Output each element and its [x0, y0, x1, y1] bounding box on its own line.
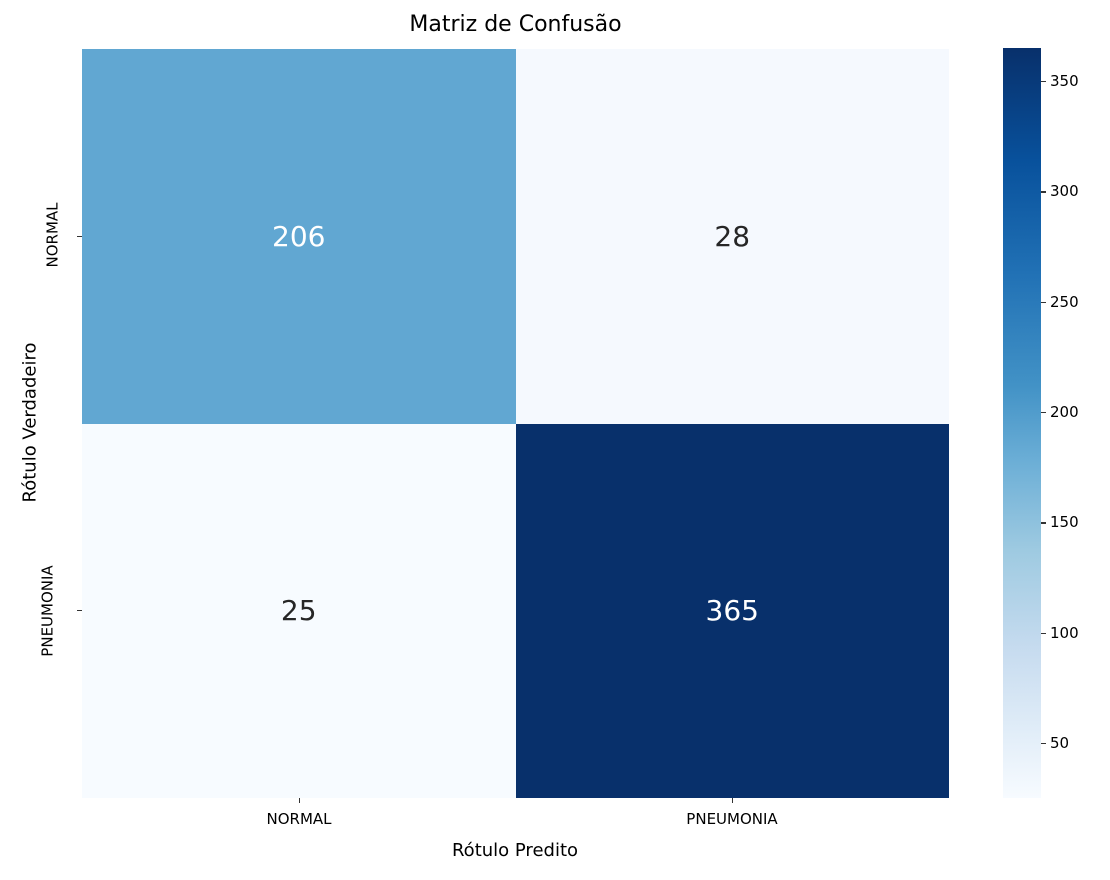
- colorbar-tick: [1041, 191, 1046, 193]
- heatmap-cell: 28: [515, 49, 949, 424]
- colorbar-tick-label: 50: [1050, 733, 1070, 752]
- y-tick-label-pneumonia: PNEUMONIA: [38, 565, 57, 657]
- colorbar-tick-label: 150: [1050, 513, 1079, 532]
- colorbar-tick: [1041, 81, 1046, 83]
- y-axis-title: Rótulo Verdadeiro: [19, 342, 41, 503]
- colorbar-tick-label: 200: [1050, 402, 1079, 421]
- chart-title: Matriz de Confusão: [409, 12, 622, 37]
- x-axis-title: Rótulo Predito: [451, 840, 579, 861]
- colorbar-tick-label: 100: [1050, 623, 1079, 642]
- colorbar: [1003, 48, 1041, 798]
- colorbar-tick-label: 250: [1050, 292, 1079, 311]
- x-tick: [299, 798, 301, 803]
- colorbar-tick: [1041, 301, 1046, 303]
- x-tick-label-normal: NORMAL: [266, 810, 332, 828]
- x-tick-label-pneumonia: PNEUMONIA: [686, 810, 778, 828]
- y-tick: [77, 610, 82, 612]
- colorbar-tick: [1041, 742, 1046, 745]
- colorbar-tick: [1041, 411, 1046, 414]
- colorbar-tick-label: 300: [1050, 182, 1079, 201]
- y-tick: [77, 236, 82, 238]
- heatmap-cell: 365: [515, 423, 949, 798]
- heatmap-cell: 206: [82, 49, 516, 424]
- y-tick-label-normal: NORMAL: [43, 202, 62, 268]
- colorbar-tick-label: 350: [1050, 72, 1079, 91]
- x-tick: [732, 798, 734, 803]
- heatmap-cell: 25: [82, 423, 516, 798]
- colorbar-tick: [1041, 522, 1046, 524]
- colorbar-tick: [1041, 632, 1046, 634]
